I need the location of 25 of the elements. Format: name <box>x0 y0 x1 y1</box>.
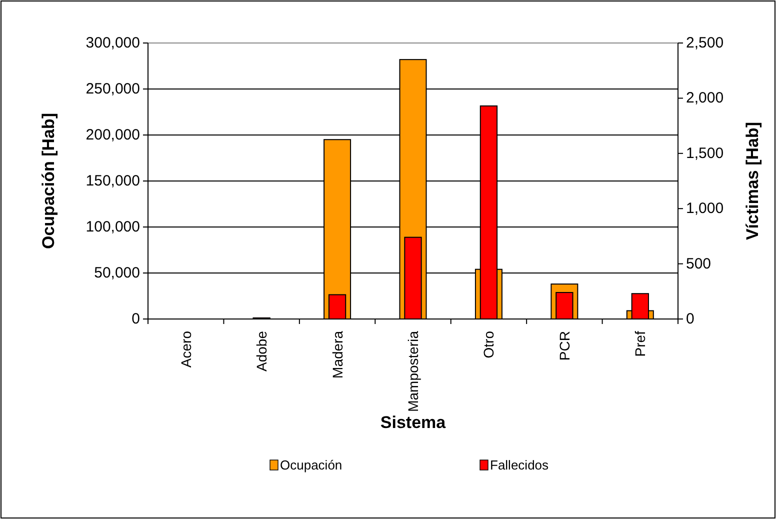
y2-axis-title: Víctimas [Hab] <box>743 122 762 240</box>
x-tick-label: Otro <box>480 330 497 358</box>
y-tick-label: 150,000 <box>86 172 140 190</box>
x-tick-label: Madera <box>329 330 346 378</box>
y2-tick-label: 1,000 <box>686 200 724 218</box>
y-tick-label: 200,000 <box>86 126 140 144</box>
y2-tick-label: 2,500 <box>686 34 724 52</box>
y2-tick-label: 500 <box>686 255 712 272</box>
y2-tick-label: 0 <box>686 310 694 328</box>
x-tick-label: Adobe <box>254 330 270 372</box>
y-tick-label: 300,000 <box>86 34 140 52</box>
y-tick-label: 100,000 <box>86 218 140 236</box>
y-axis-title: Ocupación [Hab] <box>39 112 58 250</box>
legend-label: Ocupación <box>280 458 342 472</box>
x-tick-label: Pref <box>632 330 648 357</box>
y-tick-label: 250,000 <box>86 80 140 98</box>
legend-label: Fallecidos <box>490 458 550 472</box>
x-tick-label: PCR <box>556 331 572 361</box>
y2-tick-label: 2,000 <box>686 90 724 107</box>
y-tick-label: 0 <box>132 310 140 328</box>
x-tick-label: Mamposteria <box>405 330 421 412</box>
y-tick-label: 50,000 <box>94 264 140 282</box>
x-axis-title: Sistema <box>380 413 446 432</box>
y2-tick-label: 1,500 <box>686 144 724 162</box>
x-tick-label: Acero <box>178 330 194 368</box>
